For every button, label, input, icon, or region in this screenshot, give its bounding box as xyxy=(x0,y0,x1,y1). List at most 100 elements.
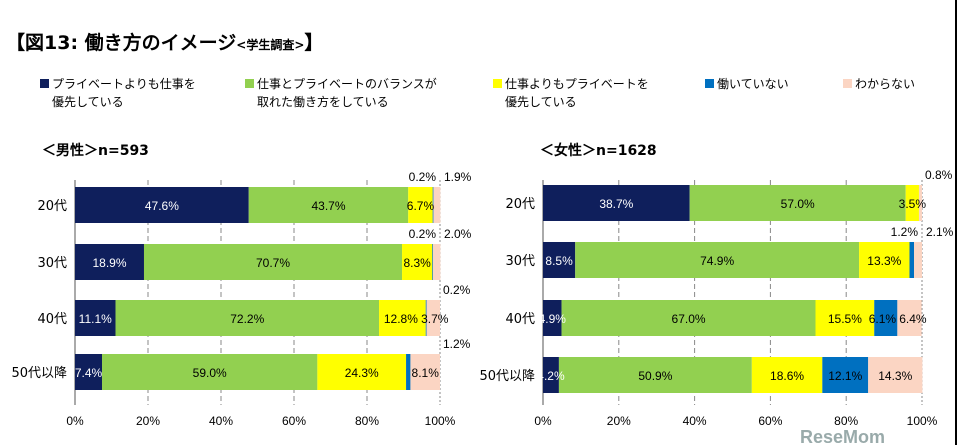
bar-segment xyxy=(561,300,816,336)
data-label: 6.7% xyxy=(407,199,435,213)
figure-title: 【図13: 働き方のイメージ<学生調査>】 xyxy=(6,28,323,55)
data-label: 8.5% xyxy=(545,254,573,268)
data-label: 7.4% xyxy=(75,366,103,380)
x-tick-label: 20% xyxy=(136,414,160,428)
category-label: 20代 xyxy=(505,197,535,212)
data-label: 18.9% xyxy=(92,256,126,270)
data-label: 4.2% xyxy=(537,369,565,383)
bar-segment xyxy=(425,300,427,336)
data-label: 13.3% xyxy=(867,254,901,268)
data-label: 43.7% xyxy=(311,199,345,213)
x-tick-label: 100% xyxy=(425,414,456,428)
data-label: 38.7% xyxy=(599,197,633,211)
bar-segment xyxy=(408,187,433,223)
bar-segment xyxy=(905,185,919,221)
title-close: 】 xyxy=(304,32,324,54)
legend-label: プライベートよりも仕事を xyxy=(52,77,196,91)
x-tick-label: 20% xyxy=(607,414,631,428)
data-label-outside: 2.0% xyxy=(444,227,472,241)
legend-swatch xyxy=(705,79,714,88)
legend-item: 働いていない xyxy=(705,75,789,111)
data-label-outside: 1.9% xyxy=(444,170,472,184)
category-label: 40代 xyxy=(505,312,535,327)
bar-segment xyxy=(75,300,116,336)
x-tick-label: 60% xyxy=(758,414,782,428)
bar-segment xyxy=(859,242,910,278)
bar-segment xyxy=(75,244,144,280)
data-label: 6.1% xyxy=(869,312,897,326)
bar-segment xyxy=(432,187,434,223)
x-tick-label: 100% xyxy=(907,414,938,428)
data-label: 12.8% xyxy=(384,312,418,326)
chart-title-male: ＜男性＞n=593 xyxy=(42,143,149,159)
category-label: 30代 xyxy=(37,256,67,271)
bar-segment xyxy=(543,242,576,278)
data-label: 3.5% xyxy=(899,197,927,211)
legend-item: プライベートよりも仕事を 優先している xyxy=(40,75,196,111)
data-label: 70.7% xyxy=(256,256,290,270)
data-label-outside: 0.2% xyxy=(443,283,471,297)
frame-edge xyxy=(955,0,957,445)
bar-segment xyxy=(543,185,690,221)
data-label-outside: 0.8% xyxy=(925,168,953,182)
bar-segment xyxy=(410,354,440,390)
bar-segment xyxy=(868,357,923,393)
title-main: 【図13: 働き方のイメージ xyxy=(6,32,237,54)
data-label: 4.9% xyxy=(539,312,567,326)
data-label-outside: 2.1% xyxy=(926,225,954,239)
category-label: 20代 xyxy=(37,199,67,214)
data-label: 15.5% xyxy=(828,312,862,326)
category-label: 30代 xyxy=(505,254,535,269)
watermark-logo: ReseMom xyxy=(800,427,885,445)
data-label: 50.9% xyxy=(638,369,672,383)
legend-swatch xyxy=(493,79,502,88)
data-label: 8.3% xyxy=(404,256,432,270)
bar-segment xyxy=(143,244,403,280)
bar-segment xyxy=(897,300,922,336)
data-label: 12.1% xyxy=(828,369,862,383)
bar-segment xyxy=(433,187,441,223)
x-tick-label: 40% xyxy=(683,414,707,428)
legend-label: 仕事とプライベートのバランスが xyxy=(257,77,437,91)
bar-segment xyxy=(75,354,103,390)
bar-segment xyxy=(426,300,440,336)
legend-item: わからない xyxy=(843,75,915,111)
bar-segment xyxy=(575,242,860,278)
data-label: 18.6% xyxy=(770,369,804,383)
bar-segment xyxy=(317,354,407,390)
legend-label: わからない xyxy=(855,77,916,91)
category-label: 50代以降 xyxy=(479,369,535,384)
bar-segment xyxy=(543,357,559,393)
data-label: 59.0% xyxy=(193,366,227,380)
bar-segment xyxy=(874,300,898,336)
data-label-outside: 1.2% xyxy=(443,337,471,351)
bar-segment xyxy=(822,357,869,393)
data-label: 74.9% xyxy=(700,254,734,268)
category-label: 40代 xyxy=(37,312,67,327)
legend-label-line2: 取れた働き方をしている xyxy=(257,95,389,109)
data-label: 24.3% xyxy=(345,366,379,380)
data-label: 67.0% xyxy=(672,312,706,326)
bar-segment xyxy=(102,354,318,390)
bar-segment xyxy=(558,357,752,393)
legend-item: 仕事よりもプライベートを 優先している xyxy=(493,75,649,111)
legend-swatch xyxy=(40,79,49,88)
bar-segment xyxy=(402,244,433,280)
x-tick-label: 40% xyxy=(209,414,233,428)
data-label-outside: 0.2% xyxy=(409,227,437,241)
data-label: 8.1% xyxy=(412,366,440,380)
legend-item: 仕事とプライベートのバランスが 取れた働き方をしている xyxy=(245,75,437,111)
legend-swatch xyxy=(843,79,852,88)
x-tick-label: 60% xyxy=(282,414,306,428)
bar-segment xyxy=(432,244,434,280)
bar-segment xyxy=(914,242,922,278)
legend-label: 仕事よりもプライベートを xyxy=(505,77,649,91)
data-label: 72.2% xyxy=(230,312,264,326)
bar-segment xyxy=(909,242,915,278)
bar-segment xyxy=(543,300,562,336)
bar-segment xyxy=(815,300,875,336)
legend-label-line2: 優先している xyxy=(52,95,124,109)
data-label: 3.7% xyxy=(421,312,449,326)
